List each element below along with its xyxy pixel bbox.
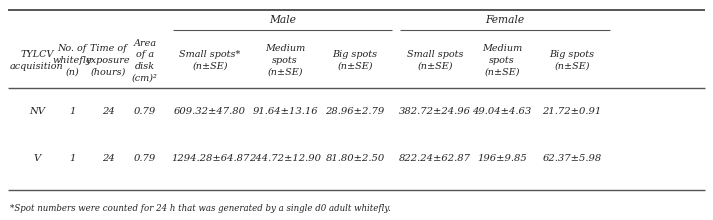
Text: NV: NV: [29, 108, 45, 117]
Text: Medium: Medium: [482, 44, 522, 53]
Text: No. of: No. of: [57, 44, 87, 53]
Text: Small spots: Small spots: [406, 50, 463, 59]
Text: 81.80±2.50: 81.80±2.50: [325, 154, 384, 163]
Text: 62.37±5.98: 62.37±5.98: [543, 154, 602, 163]
Text: Small spots*: Small spots*: [179, 50, 241, 59]
Text: spots: spots: [489, 56, 515, 65]
Text: 382.72±24.96: 382.72±24.96: [399, 108, 471, 117]
Text: 244.72±12.90: 244.72±12.90: [249, 154, 321, 163]
Text: (n): (n): [65, 68, 79, 77]
Text: *Spot numbers were counted for 24 h that was generated by a single d0 adult whit: *Spot numbers were counted for 24 h that…: [10, 204, 391, 213]
Text: (n±SE): (n±SE): [337, 62, 373, 71]
Text: 822.24±62.87: 822.24±62.87: [399, 154, 471, 163]
Text: Male: Male: [269, 15, 296, 25]
Text: (n±SE): (n±SE): [193, 62, 227, 71]
Text: (cm)²: (cm)²: [132, 73, 158, 82]
Text: Female: Female: [486, 15, 525, 25]
Text: acquisition: acquisition: [10, 62, 64, 71]
Text: 1: 1: [69, 108, 75, 117]
Text: TYLCV: TYLCV: [20, 50, 53, 59]
Text: Medium: Medium: [265, 44, 305, 53]
Text: V: V: [34, 154, 41, 163]
Text: exposure: exposure: [86, 56, 130, 65]
Text: 196±9.85: 196±9.85: [477, 154, 527, 163]
Text: (n±SE): (n±SE): [417, 62, 453, 71]
Text: 1: 1: [69, 154, 75, 163]
Text: spots: spots: [272, 56, 298, 65]
Text: whitefly: whitefly: [52, 56, 92, 65]
Text: (n±SE): (n±SE): [554, 62, 590, 71]
Text: (hours): (hours): [91, 68, 125, 77]
Text: 21.72±0.91: 21.72±0.91: [543, 108, 602, 117]
Text: 24: 24: [102, 154, 114, 163]
Text: (n±SE): (n±SE): [267, 68, 303, 77]
Text: 28.96±2.79: 28.96±2.79: [325, 108, 384, 117]
Text: Big spots: Big spots: [550, 50, 595, 59]
Text: Big spots: Big spots: [332, 50, 378, 59]
Text: 24: 24: [102, 108, 114, 117]
Text: Time of: Time of: [90, 44, 126, 53]
Text: 0.79: 0.79: [134, 154, 156, 163]
Text: (n±SE): (n±SE): [484, 68, 520, 77]
Text: 1294.28±64.87: 1294.28±64.87: [171, 154, 249, 163]
Text: 49.04±4.63: 49.04±4.63: [473, 108, 532, 117]
Text: Area: Area: [133, 39, 157, 48]
Text: 0.79: 0.79: [134, 108, 156, 117]
Text: 609.32±47.80: 609.32±47.80: [174, 108, 246, 117]
Text: disk: disk: [135, 62, 155, 71]
Text: of a: of a: [136, 50, 154, 59]
Text: 91.64±13.16: 91.64±13.16: [252, 108, 318, 117]
